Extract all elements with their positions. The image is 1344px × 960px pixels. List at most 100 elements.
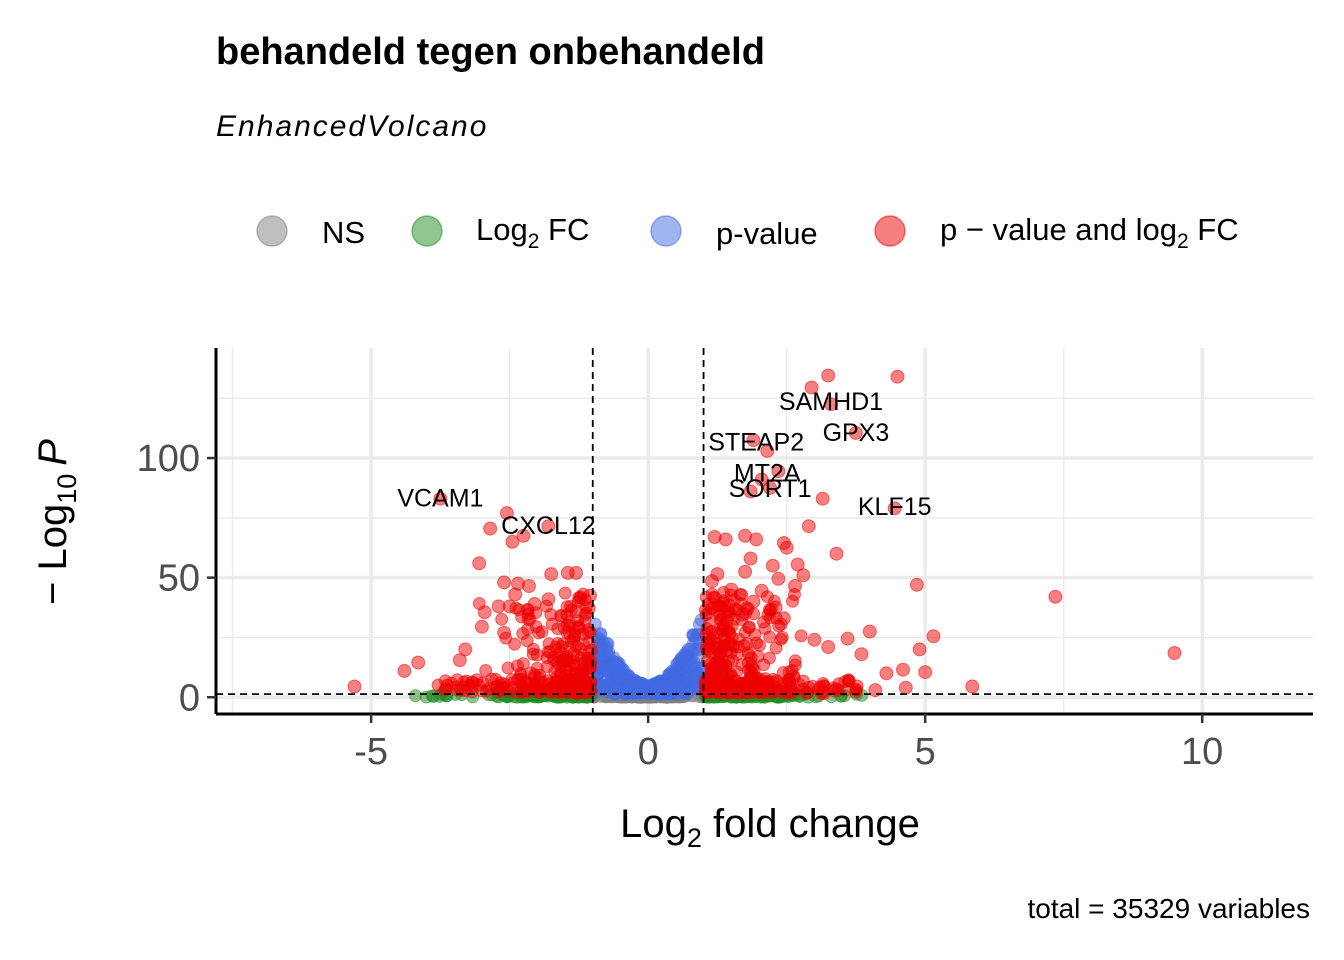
data-point [829,546,844,561]
x-tick-label: 0 [638,731,659,773]
data-point [541,519,556,534]
data-point [530,648,544,662]
data-point [763,630,777,644]
data-point [544,608,558,621]
data-point [541,674,555,688]
data-point [749,532,764,547]
data-point [718,532,733,547]
legend-swatch [411,215,443,247]
data-point [746,433,761,448]
data-point [566,685,579,699]
data-point [763,480,777,495]
data-point [862,624,877,639]
data-point [742,621,756,635]
data-point [926,629,941,644]
legend-label: p-value [716,216,818,251]
data-point [854,647,869,662]
data-point [775,630,789,644]
data-point [551,637,565,650]
data-point [890,369,905,384]
data-point [569,604,584,619]
data-point [754,583,769,598]
gene-label: STEAP2 [708,428,804,456]
legend-item-ns: NS [256,215,365,250]
data-point [763,651,776,665]
x-axis-title: Log2 fold change [620,802,920,853]
data-point [532,626,545,640]
data-point [776,611,791,626]
data-point [516,528,531,543]
data-point [411,655,426,670]
data-point [794,629,808,643]
data-point [824,397,838,412]
data-point [477,605,492,620]
data-point [821,368,836,383]
data-point [746,594,761,609]
data-point [735,607,750,622]
legend-label: Log2 FC [476,212,589,253]
data-point [738,564,753,579]
data-point [558,586,572,600]
data-point [541,592,556,607]
data-point [520,634,534,648]
data-point [788,654,802,668]
data-point [766,672,780,686]
data-point [397,663,412,678]
data-point [501,661,515,675]
data-point [560,565,575,580]
data-point [719,658,733,672]
data-point [718,638,732,652]
gene-label: MT2A [734,460,801,488]
gene-label: KLF15 [858,493,932,521]
data-point [474,619,489,634]
data-point [804,380,819,395]
legend-label: p − value and log2 FC [940,212,1239,253]
data-point [757,615,770,629]
gene-label: SORT1 [729,475,812,503]
data-point [965,679,980,694]
cutoff-lines [216,348,1313,714]
data-point [848,425,863,440]
data-point [771,464,786,479]
legend-swatch [650,215,682,247]
data-point [801,519,816,534]
data-point [425,689,439,703]
legend-item-pfc: p − value and log2 FC [874,212,1239,253]
legend-swatch [256,215,288,247]
data-points [347,368,1182,704]
data-point [433,491,448,506]
data-point [790,557,805,572]
data-point [439,682,453,696]
data-point [788,579,802,593]
caption: total = 35329 variables [1027,893,1310,924]
data-point [751,676,765,689]
data-point [713,608,727,622]
data-point [750,636,763,650]
data-point [760,443,775,458]
data-point [789,683,803,697]
data-point [807,632,822,647]
data-point [796,674,810,688]
legend-swatch [874,215,906,247]
data-point [1048,589,1063,604]
data-point [741,646,755,660]
data-point [476,676,490,690]
data-point [660,685,674,699]
data-point [686,628,700,642]
gene-label: VCAM1 [397,485,483,513]
data-point [472,556,487,571]
y-axis-title: − Log10P [31,439,82,605]
data-point [812,682,825,696]
data-point [563,627,577,641]
data-point [555,677,569,691]
y-tick-label: 0 [179,677,200,719]
data-point [743,484,758,499]
y-tick-label: 100 [137,438,200,480]
data-point [765,558,780,573]
data-point [497,625,512,640]
data-point [918,665,933,680]
data-point [678,649,692,663]
gene-label: SAMHD1 [779,388,883,416]
